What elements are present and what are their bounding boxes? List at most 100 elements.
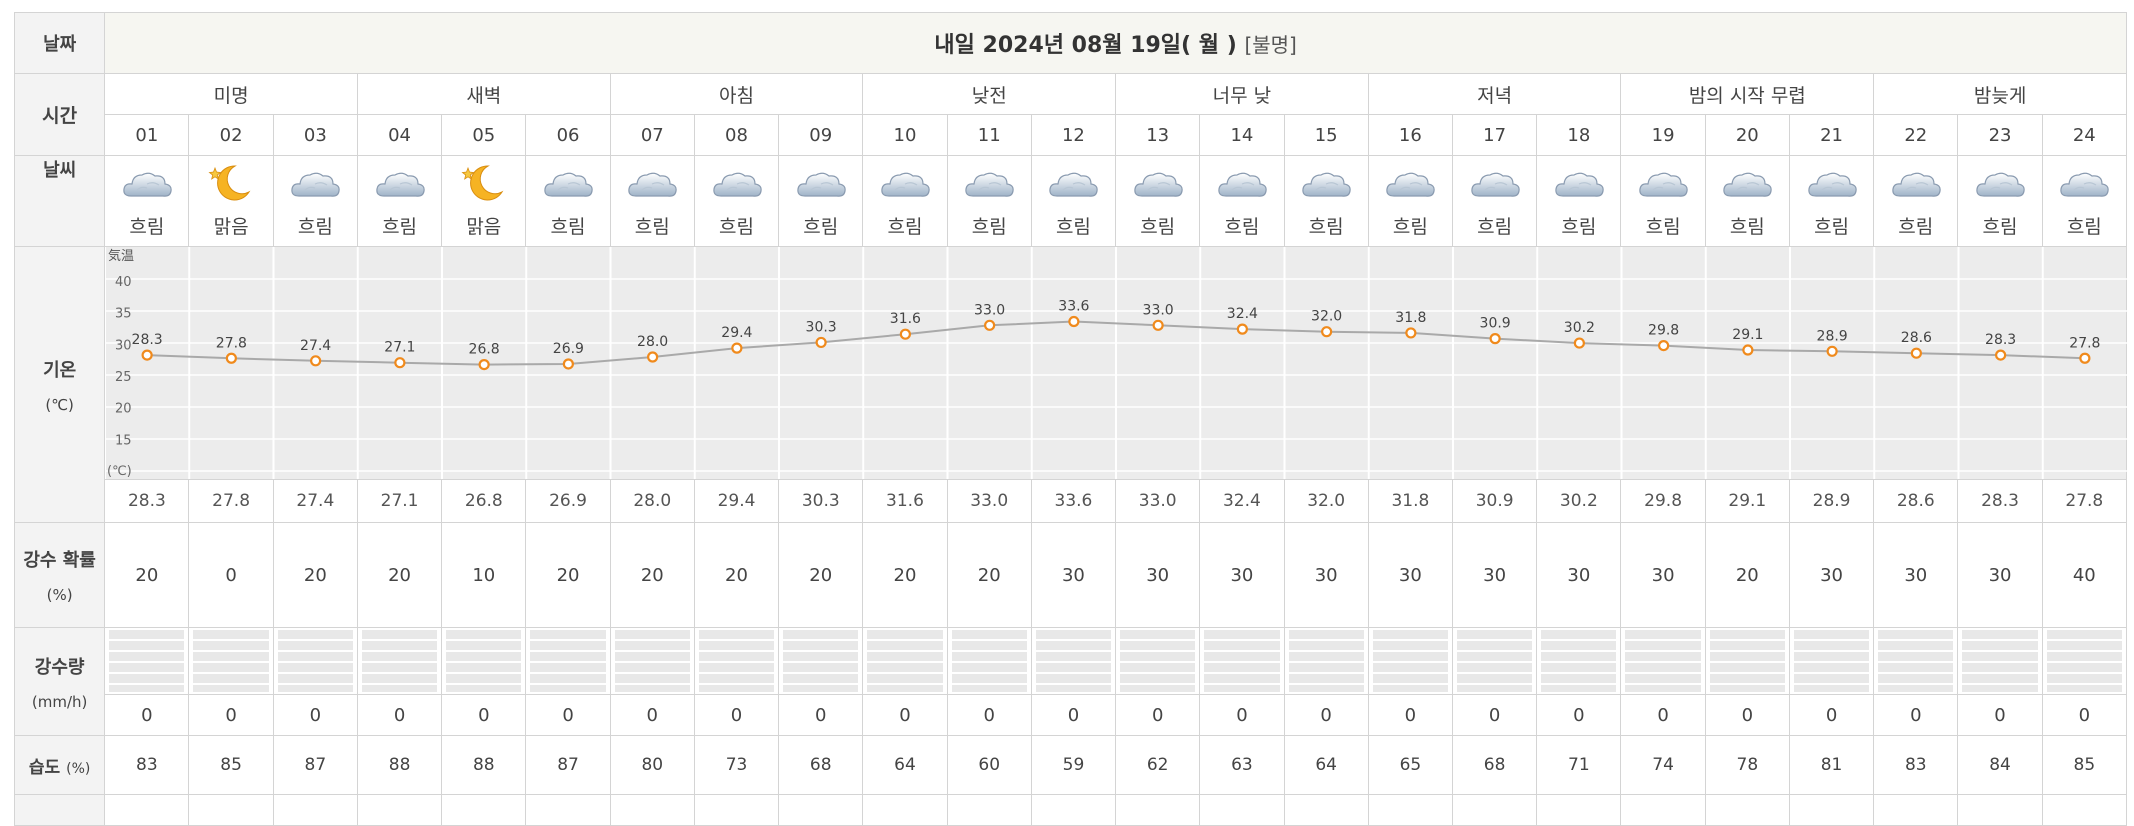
- rain-bar-cell-02: [188, 627, 274, 695]
- temperature-data-label: 28.6: [1901, 330, 1932, 346]
- chart-column-band: [1370, 247, 1453, 479]
- rain-unit: (mm/h): [31, 692, 88, 711]
- humidity-value-16: 65: [1367, 735, 1454, 795]
- period-6: 저녁: [1367, 73, 1622, 115]
- weather-text: 흐림: [1140, 216, 1176, 238]
- temperature-data-label: 33.6: [1059, 299, 1090, 315]
- rain-bar: [698, 630, 775, 692]
- chart-column-band: [948, 247, 1031, 479]
- rain-bar: [1120, 630, 1196, 692]
- chart-column-band: [1959, 247, 2042, 479]
- hour-03: 03: [272, 114, 358, 156]
- cloudy-icon: [1790, 162, 1873, 206]
- rain-bar-cell-03: [272, 627, 358, 695]
- humidity-value-02: 85: [188, 735, 274, 795]
- hourly-forecast-table: 날짜 내일 2024년 08월 19일( 월 ) [불명] 시간 미명 새벽 아침 낮…: [13, 12, 2128, 826]
- next-row-cell-07: [609, 794, 695, 826]
- rain-bar-cell-15: [1283, 627, 1369, 695]
- temp-value-12: 33.6: [1030, 479, 1117, 523]
- rain-value-21: 0: [1788, 694, 1875, 736]
- next-row-cell-24: [2041, 794, 2128, 826]
- hour-07: 07: [609, 114, 695, 156]
- temp-value-04: 27.1: [356, 479, 443, 523]
- next-row-cell-21: [1788, 794, 1875, 826]
- rain-value-23: 0: [1957, 694, 2043, 736]
- rain-bar: [1541, 630, 1617, 692]
- temp-value-14: 32.4: [1199, 479, 1285, 523]
- cloudy-icon: [1032, 162, 1115, 206]
- rain-bar-cell-22: [1873, 627, 1959, 695]
- temperature-point: [478, 358, 490, 371]
- cloudy-icon: [1958, 162, 2041, 206]
- next-row-cell-16: [1367, 794, 1454, 826]
- rain-bar-cell-17: [1451, 627, 1538, 695]
- weather-text: 흐림: [550, 216, 586, 238]
- hour-09: 09: [778, 114, 864, 156]
- humidity-value-15: 64: [1283, 735, 1369, 795]
- humidity-value-05: 88: [441, 735, 527, 795]
- weather-text: 흐림: [1308, 216, 1344, 238]
- weather-cell-01: 흐림: [104, 155, 190, 247]
- rain-bar-cell-09: [778, 627, 864, 695]
- cloudy-icon: [358, 162, 441, 206]
- cloudy-icon: [1537, 162, 1620, 206]
- period-3: 아침: [609, 73, 864, 115]
- humidity-value-12: 59: [1030, 735, 1117, 795]
- rain-value-08: 0: [693, 694, 780, 736]
- chart-column-band: [1707, 247, 1790, 479]
- hour-24: 24: [2041, 114, 2128, 156]
- temp-value-10: 31.6: [862, 479, 948, 523]
- next-row-cell-08: [693, 794, 780, 826]
- temp-value-17: 30.9: [1451, 479, 1538, 523]
- temp-value-18: 30.2: [1536, 479, 1622, 523]
- rain-value-01: 0: [104, 694, 190, 736]
- hour-02: 02: [188, 114, 274, 156]
- rain-bar-cell-10: [862, 627, 948, 695]
- temp-label-text: 기온: [43, 359, 77, 381]
- period-2: 새벽: [356, 73, 611, 115]
- humidity-value-23: 84: [1957, 735, 2043, 795]
- weather-cell-13: 흐림: [1115, 155, 1201, 247]
- chart-column-band: [696, 247, 779, 479]
- humidity-value-19: 74: [1620, 735, 1706, 795]
- temperature-point: [2079, 352, 2091, 364]
- rain-value-12: 0: [1030, 694, 1117, 736]
- hour-10: 10: [862, 114, 948, 156]
- temperature-point: [984, 319, 996, 331]
- pop-value-20: 20: [1704, 522, 1790, 628]
- humidity-value-06: 87: [525, 735, 611, 795]
- chart-column-band: [1538, 247, 1621, 479]
- temp-value-01: 28.3: [104, 479, 190, 523]
- weather-cell-21: 흐림: [1788, 155, 1875, 247]
- rain-bar: [193, 630, 269, 692]
- humidity-value-04: 88: [356, 735, 443, 795]
- temperature-point: [1321, 326, 1333, 338]
- weather-text: 흐림: [382, 216, 418, 238]
- weather-text: 흐림: [803, 216, 839, 238]
- rain-value-15: 0: [1283, 694, 1369, 736]
- pop-value-15: 30: [1283, 522, 1369, 628]
- humidity-value-24: 85: [2041, 735, 2128, 795]
- weather-cell-16: 흐림: [1367, 155, 1454, 247]
- rain-value-16: 0: [1367, 694, 1454, 736]
- rain-bar-cell-07: [609, 627, 695, 695]
- weather-text: 흐림: [719, 216, 754, 238]
- chart-column-band: [1033, 247, 1116, 479]
- temperature-point: [1658, 339, 1670, 352]
- temperature-point: [1995, 349, 2007, 361]
- pop-value-04: 20: [356, 522, 443, 628]
- temperature-data-label: 27.4: [300, 338, 331, 354]
- weather-cell-18: 흐림: [1536, 155, 1622, 247]
- temperature-point: [1742, 344, 1754, 356]
- weather-cell-05: 맑음: [441, 155, 527, 247]
- next-row-cell-23: [1957, 794, 2043, 826]
- chart-column-band: [1875, 247, 1958, 479]
- temp-value-22: 28.6: [1873, 479, 1959, 523]
- weather-cell-17: 흐림: [1451, 155, 1538, 247]
- weather-cell-15: 흐림: [1283, 155, 1369, 247]
- weather-text: 흐림: [971, 216, 1007, 238]
- rain-value-09: 0: [778, 694, 864, 736]
- rain-bar: [1457, 630, 1533, 692]
- temperature-data-label: 31.8: [1396, 310, 1427, 326]
- humidity-value-10: 64: [862, 735, 948, 795]
